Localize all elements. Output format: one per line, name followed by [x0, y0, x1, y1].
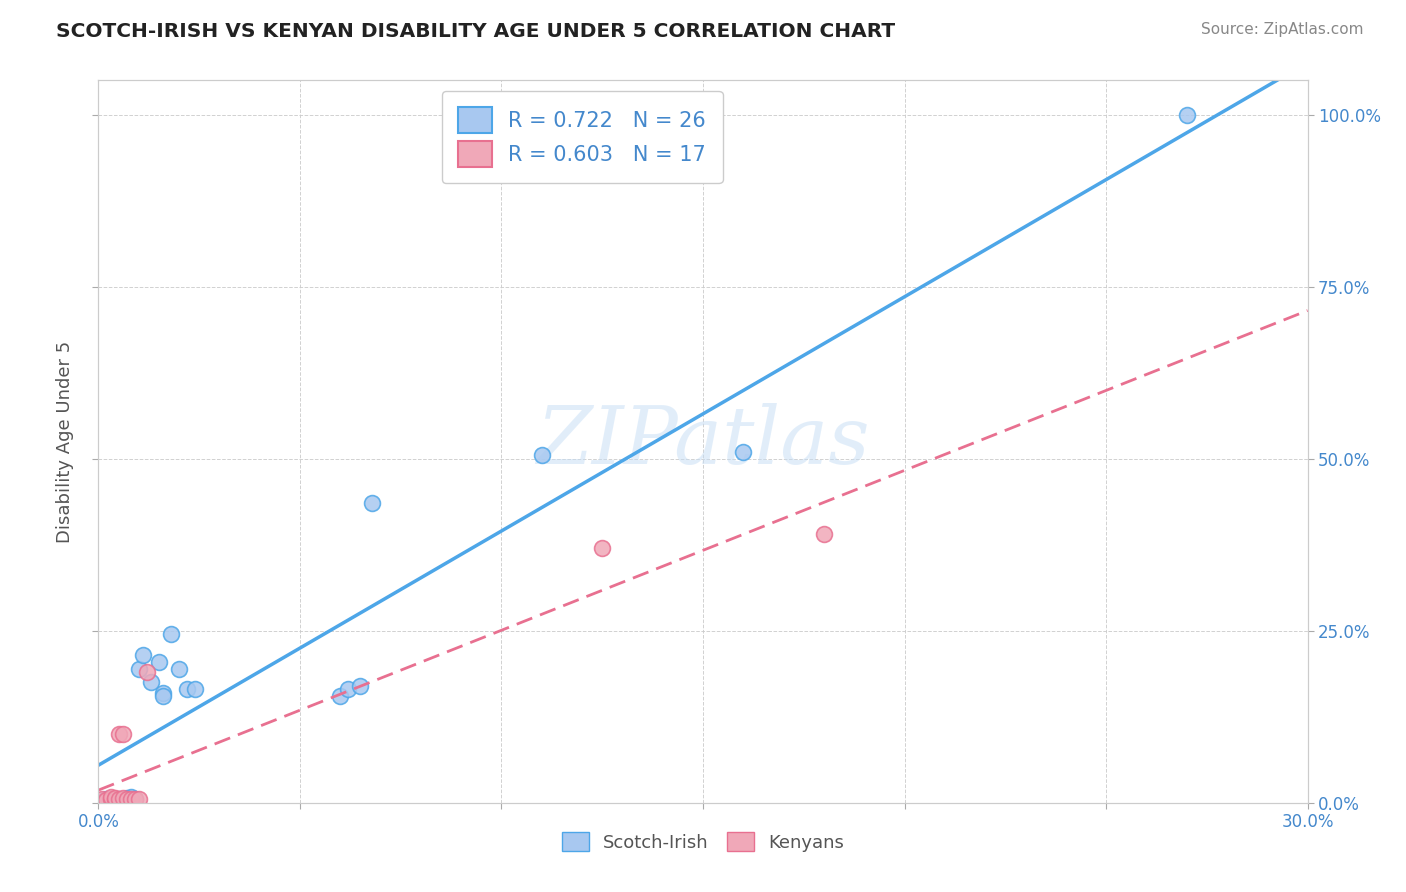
Point	[111, 727, 134, 741]
Point	[349, 679, 371, 693]
Point	[107, 791, 129, 805]
Point	[167, 662, 190, 676]
Point	[111, 791, 134, 805]
Point	[176, 682, 198, 697]
Point	[591, 541, 613, 556]
Point	[530, 448, 553, 462]
Point	[329, 689, 352, 703]
Point	[100, 790, 122, 805]
Point	[128, 662, 150, 676]
Point	[100, 791, 122, 805]
Y-axis label: Disability Age Under 5: Disability Age Under 5	[56, 341, 75, 542]
Point	[103, 794, 125, 808]
Point	[152, 689, 174, 703]
Point	[1175, 108, 1198, 122]
Point	[813, 527, 835, 541]
Point	[124, 792, 146, 806]
Point	[152, 686, 174, 700]
Text: ZIPatlas: ZIPatlas	[536, 403, 870, 480]
Point	[107, 791, 129, 805]
Legend: Scotch-Irish, Kenyans: Scotch-Irish, Kenyans	[554, 824, 852, 859]
Point	[124, 792, 146, 806]
Point	[139, 675, 162, 690]
Text: Source: ZipAtlas.com: Source: ZipAtlas.com	[1201, 22, 1364, 37]
Point	[132, 648, 155, 662]
Point	[115, 792, 138, 806]
Point	[103, 792, 125, 806]
Point	[100, 793, 122, 807]
Point	[733, 445, 755, 459]
Point	[115, 791, 138, 805]
Point	[135, 665, 157, 679]
Point	[111, 793, 134, 807]
Point	[128, 792, 150, 806]
Point	[160, 627, 183, 641]
Point	[103, 791, 125, 805]
Point	[96, 792, 118, 806]
Point	[96, 793, 118, 807]
Point	[91, 792, 114, 806]
Point	[148, 655, 170, 669]
Point	[115, 792, 138, 806]
Point	[120, 790, 142, 805]
Point	[337, 682, 360, 697]
Point	[361, 496, 384, 510]
Point	[184, 682, 207, 697]
Point	[107, 727, 129, 741]
Point	[120, 791, 142, 805]
Text: SCOTCH-IRISH VS KENYAN DISABILITY AGE UNDER 5 CORRELATION CHART: SCOTCH-IRISH VS KENYAN DISABILITY AGE UN…	[56, 22, 896, 41]
